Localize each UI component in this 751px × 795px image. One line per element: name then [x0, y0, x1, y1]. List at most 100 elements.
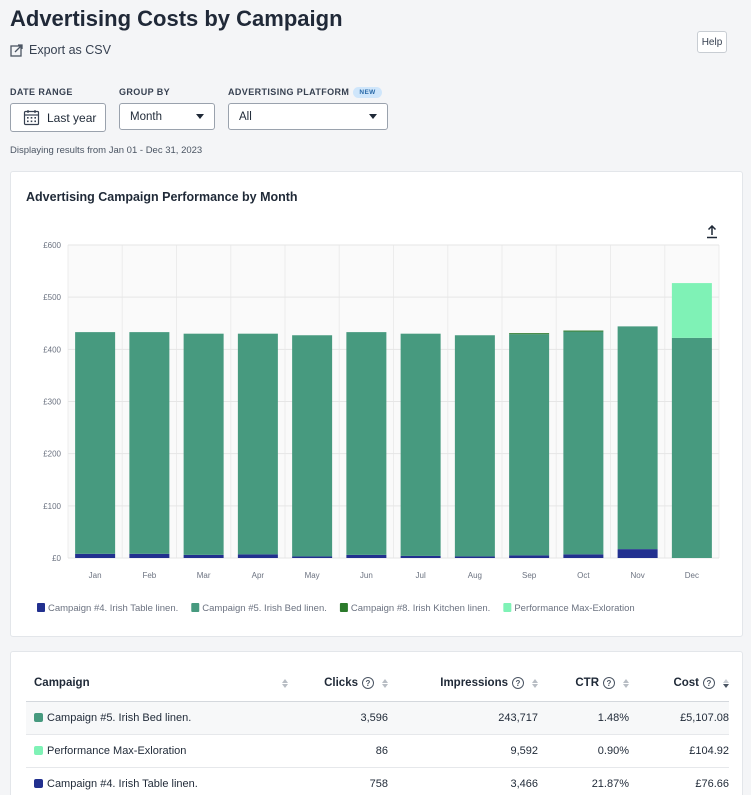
x-tick-label: Nov: [631, 571, 645, 580]
help-circle-icon[interactable]: ?: [362, 677, 374, 690]
y-tick-label: £400: [43, 345, 61, 354]
cost-cell: £5,107.08: [629, 701, 729, 735]
clicks-cell: 3,596: [294, 701, 388, 735]
help-circle-icon[interactable]: ?: [603, 677, 615, 690]
campaign-cell: Campaign #5. Irish Bed linen.: [26, 701, 294, 735]
campaign-cell: Performance Max-Exloration: [26, 734, 294, 768]
group-by-select[interactable]: Month: [119, 103, 215, 130]
x-tick-label: May: [305, 571, 320, 580]
clicks-cell: 86: [294, 734, 388, 768]
bar-segment: [454, 335, 495, 557]
legend-label: Campaign #4. Irish Table linen.: [48, 603, 178, 614]
legend-label: Performance Max-Exloration: [514, 603, 634, 614]
sort-icon[interactable]: [623, 678, 629, 688]
sort-icon[interactable]: [382, 678, 388, 688]
sort-icon[interactable]: [282, 678, 288, 688]
help-circle-icon[interactable]: ?: [703, 677, 715, 690]
campaign-name: Campaign #5. Irish Bed linen.: [47, 711, 192, 724]
campaign-table-card: Campaign Clicks ? Impressions ?: [10, 651, 743, 795]
x-tick-label: Jan: [89, 571, 102, 580]
cost-cell: £76.66: [629, 767, 729, 795]
chart-title: Advertising Campaign Performance by Mont…: [26, 190, 298, 204]
legend-swatch: [37, 603, 45, 612]
ctr-cell: 0.90%: [538, 734, 629, 768]
campaign-name: Performance Max-Exloration: [47, 744, 187, 757]
campaign-color-swatch: [34, 745, 43, 755]
impressions-cell: 9,592: [388, 734, 538, 768]
column-header-label: Impressions: [440, 677, 508, 690]
results-range-text: Displaying results from Jan 01 - Dec 31,…: [10, 145, 203, 156]
bar-segment: [237, 554, 278, 558]
column-header-clicks[interactable]: Clicks ?: [294, 666, 388, 702]
y-tick-label: £100: [43, 502, 61, 511]
bar-segment: [563, 331, 604, 555]
chart-export-icon[interactable]: [705, 225, 719, 239]
bar-segment: [400, 555, 441, 558]
legend-label: Campaign #8. Irish Kitchen linen.: [351, 603, 490, 614]
export-csv-label: Export as CSV: [29, 43, 111, 57]
legend-label: Campaign #5. Irish Bed linen.: [202, 603, 327, 614]
column-header-label: Campaign: [34, 677, 90, 690]
bar-segment: [129, 553, 170, 558]
campaign-table: Campaign Clicks ? Impressions ?: [26, 666, 729, 795]
campaign-name: Campaign #4. Irish Table linen.: [47, 777, 198, 790]
bar-segment: [563, 554, 604, 558]
column-header-cost[interactable]: Cost ?: [629, 666, 729, 702]
y-tick-label: £0: [52, 554, 61, 563]
table-row[interactable]: Campaign #5. Irish Bed linen. 3,596 243,…: [26, 701, 729, 735]
bar-segment: [617, 326, 658, 550]
x-tick-label: Dec: [685, 571, 699, 580]
bar-segment: [563, 330, 604, 332]
bar-segment: [454, 556, 495, 558]
page-title: Advertising Costs by Campaign: [10, 6, 343, 31]
platform-label: ADVERTISING PLATFORM NEW: [228, 87, 382, 98]
y-tick-label: £300: [43, 398, 61, 407]
bar-segment: [509, 333, 550, 335]
bar-segment: [75, 332, 116, 554]
y-tick-label: £600: [43, 241, 61, 250]
clicks-cell: 758: [294, 767, 388, 795]
bar-segment: [292, 335, 333, 557]
table-row[interactable]: Performance Max-Exloration 86 9,592 0.90…: [26, 734, 729, 768]
bar-segment: [671, 337, 712, 558]
legend-swatch: [503, 603, 512, 612]
ctr-cell: 21.87%: [538, 767, 629, 795]
table-row[interactable]: Campaign #4. Irish Table linen. 758 3,46…: [26, 767, 729, 795]
calendar-icon: [23, 110, 40, 126]
bar-chart: £0 £100 £200 £300 £400 £500 £600 Jan Feb Mar Apr Ma…: [37, 241, 720, 614]
column-header-campaign[interactable]: Campaign: [26, 666, 294, 702]
column-header-impressions[interactable]: Impressions ?: [388, 666, 538, 702]
date-range-label: DATE RANGE: [10, 87, 73, 97]
y-tick-label: £500: [43, 293, 61, 302]
platform-select[interactable]: All: [228, 103, 388, 130]
bar-segment: [183, 554, 224, 558]
platform-value: All: [239, 110, 252, 123]
legend-swatch: [191, 603, 200, 612]
y-tick-label: £200: [43, 450, 61, 459]
sort-icon[interactable]: [532, 678, 538, 688]
column-header-ctr[interactable]: CTR ?: [538, 666, 629, 702]
date-range-value: Last year: [47, 110, 97, 125]
column-header-label: Cost: [673, 677, 699, 690]
chart-card: Advertising Campaign Performance by Mont…: [10, 171, 743, 637]
x-tick-label: Mar: [197, 571, 211, 580]
x-tick-label: Jul: [416, 571, 426, 580]
impressions-cell: 243,717: [388, 701, 538, 735]
help-button[interactable]: Help: [697, 31, 727, 53]
date-range-button[interactable]: Last year: [10, 103, 106, 132]
column-header-label: Clicks: [324, 677, 358, 690]
x-tick-label: Apr: [252, 571, 265, 580]
x-tick-label: Aug: [468, 571, 482, 580]
bar-segment: [509, 334, 550, 556]
group-by-label: GROUP BY: [119, 87, 171, 97]
help-circle-icon[interactable]: ?: [512, 677, 524, 690]
bar-segment: [671, 283, 712, 338]
export-csv-link[interactable]: Export as CSV: [10, 43, 111, 57]
bar-segment: [129, 332, 170, 554]
group-by-value: Month: [130, 110, 162, 123]
sort-desc-icon[interactable]: [723, 678, 729, 688]
bar-segment: [183, 333, 224, 555]
bar-segment: [75, 553, 116, 558]
bar-segment: [237, 333, 278, 555]
x-tick-label: Oct: [577, 571, 590, 580]
